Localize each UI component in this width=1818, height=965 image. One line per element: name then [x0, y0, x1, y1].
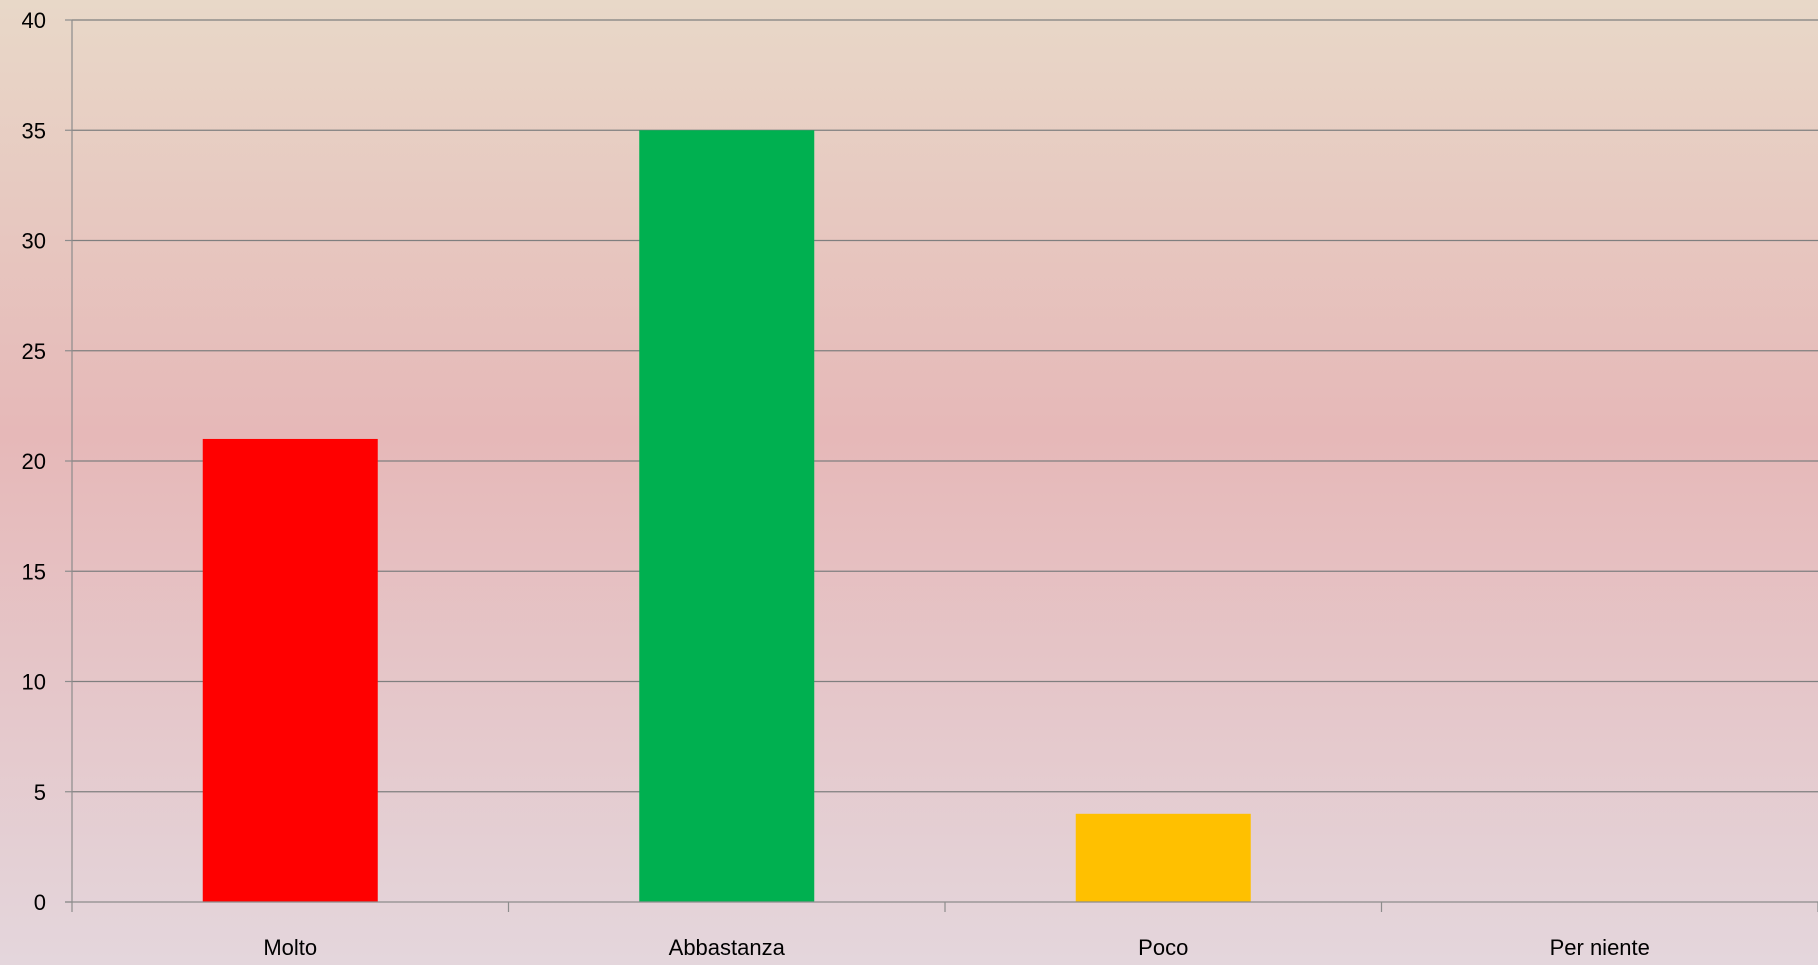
bar-abbastanza	[639, 130, 815, 902]
y-tick-labels: 0 5 10 15 20 25 30 35 40	[22, 8, 46, 915]
x-tick-label: Abbastanza	[669, 935, 786, 960]
y-tick-label: 5	[34, 780, 46, 805]
bars	[202, 130, 1251, 902]
axes	[65, 19, 1818, 912]
x-tick-label: Per niente	[1550, 935, 1650, 960]
y-tick-label: 40	[22, 8, 46, 33]
x-tick-label: Molto	[263, 935, 317, 960]
y-tick-label: 0	[34, 890, 46, 915]
bar-poco	[1075, 813, 1251, 902]
y-tick-label: 25	[22, 339, 46, 364]
y-tick-label: 35	[22, 118, 46, 143]
x-tick-labels: Molto Abbastanza Poco Per niente	[263, 935, 1650, 960]
y-tick-label: 15	[22, 559, 46, 584]
y-tick-label: 10	[22, 670, 46, 695]
y-tick-label: 20	[22, 449, 46, 474]
bar-molto	[202, 438, 378, 902]
x-tick-label: Poco	[1138, 935, 1188, 960]
y-tick-label: 30	[22, 229, 46, 254]
